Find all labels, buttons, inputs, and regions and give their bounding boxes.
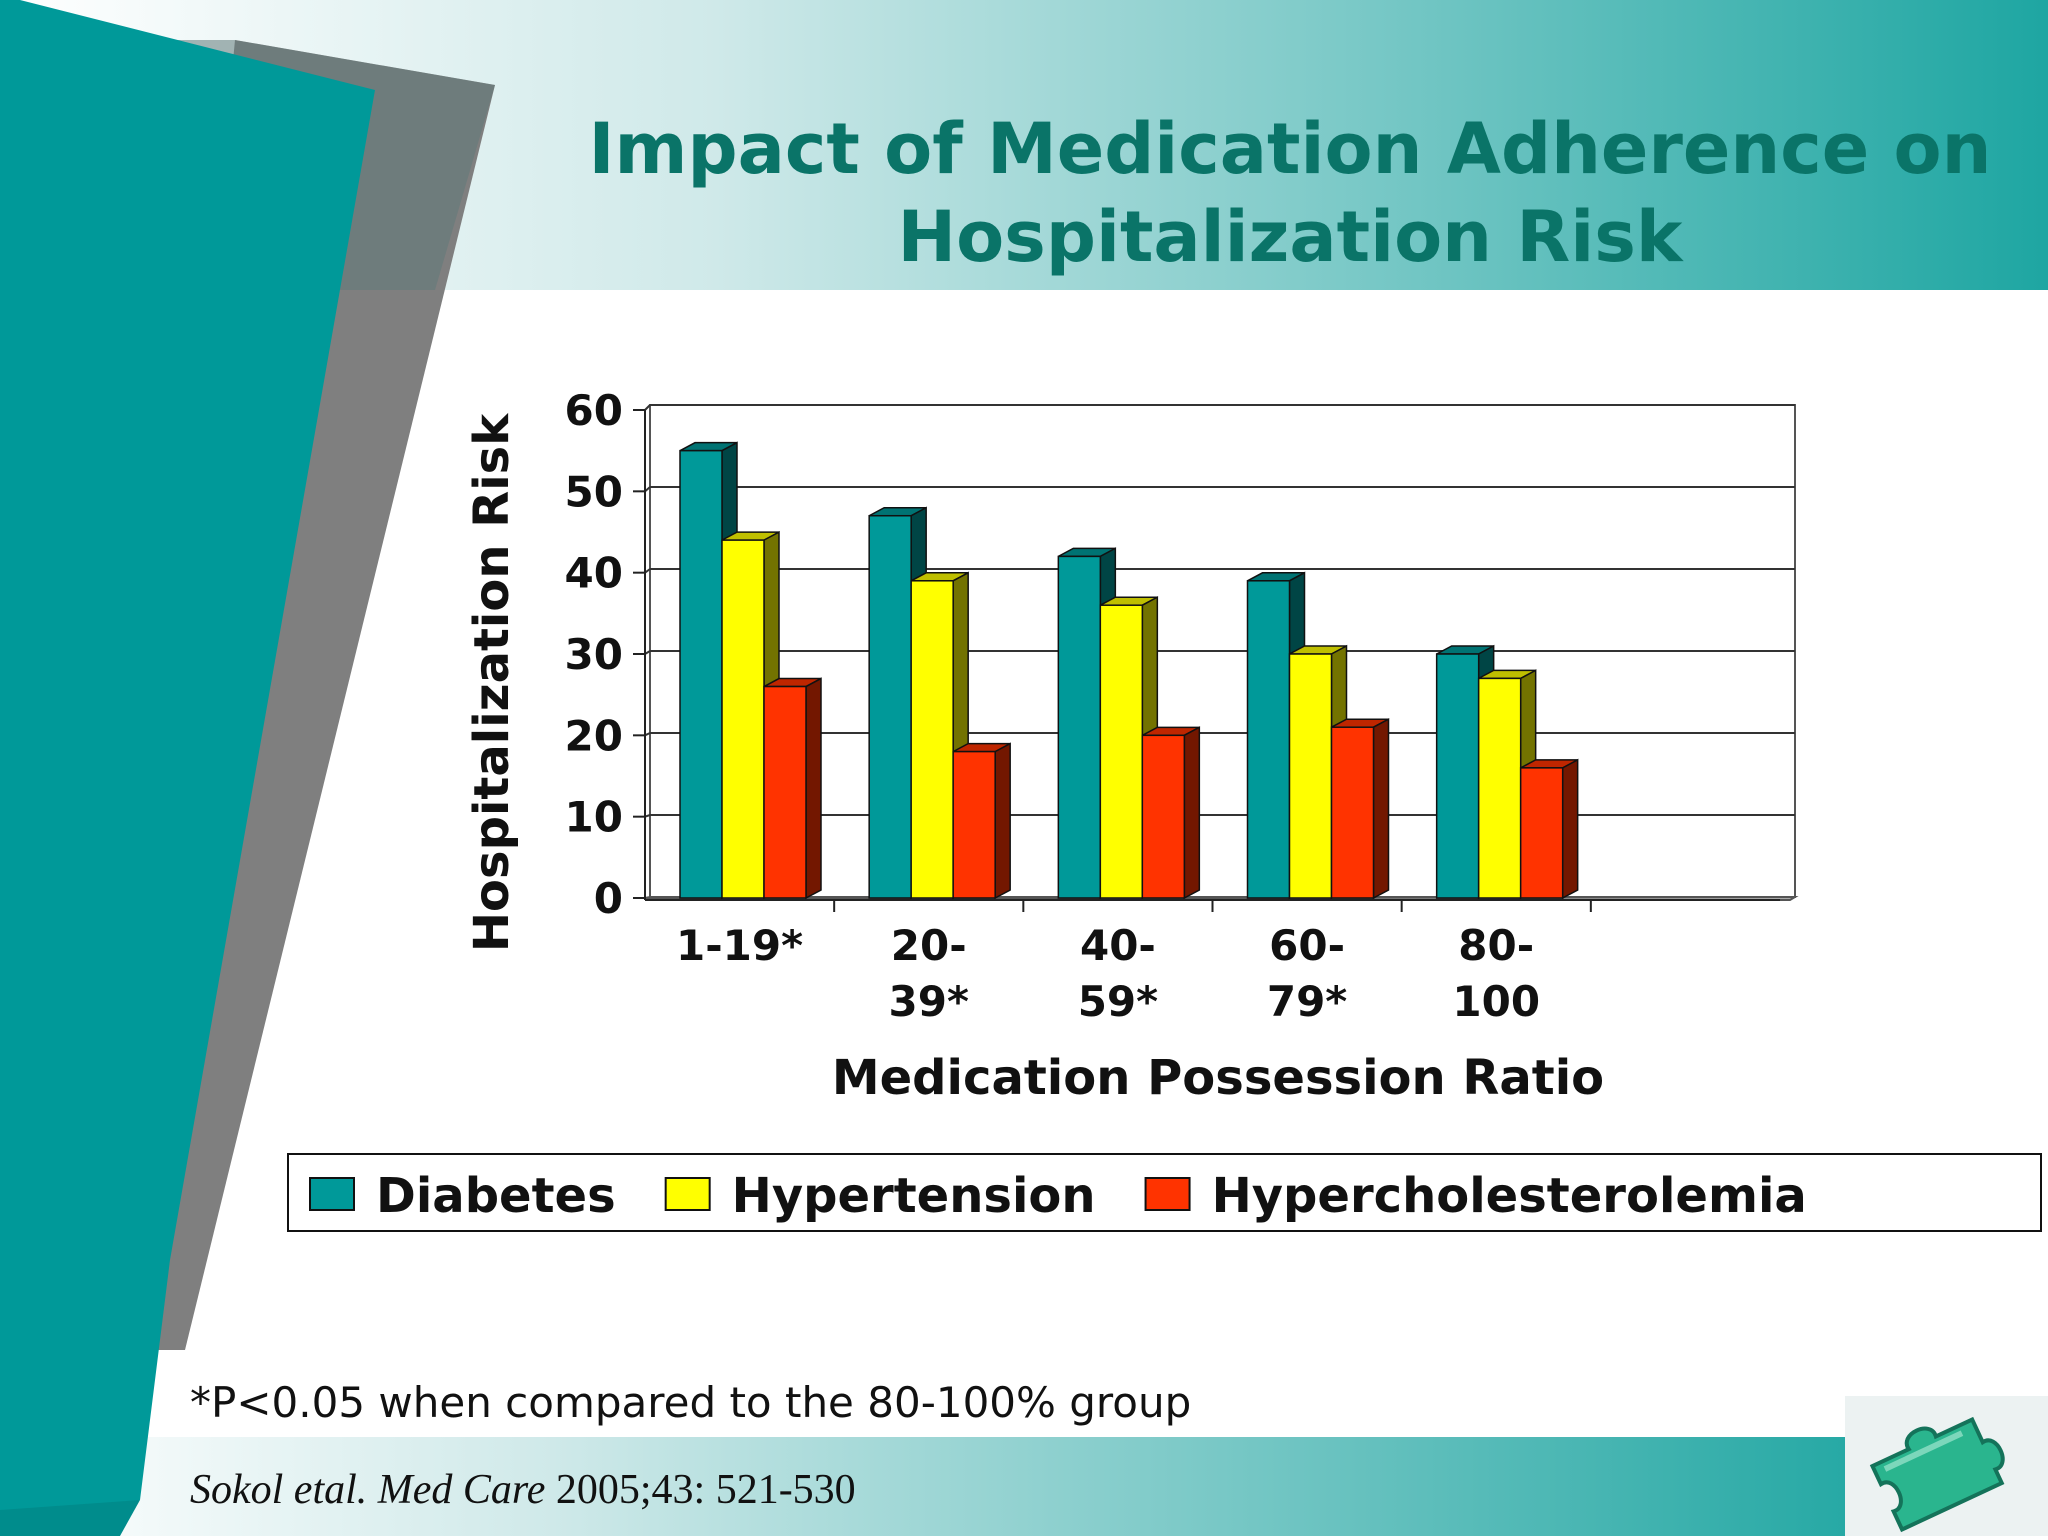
bar-hypercholesterolemia-1 — [763, 677, 822, 900]
x-tick-label: 79* — [1267, 977, 1347, 1026]
x-tick-label: 59* — [1078, 977, 1158, 1026]
bar-hypercholesterolemia-4 — [1330, 717, 1390, 900]
x-tick-label: 100 — [1452, 977, 1540, 1026]
bar-front-face — [952, 750, 996, 899]
bar-side-face — [1183, 726, 1201, 900]
y-tick-label: 60 — [565, 386, 623, 435]
slide-title: Impact of Medication Adherence on Hospit… — [560, 105, 2020, 281]
x-tick-label: 60- — [1269, 921, 1345, 970]
x-tick-label: 20- — [891, 921, 967, 970]
citation: Sokol etal. Med Care 2005;43: 521-530 — [190, 1466, 856, 1514]
legend-swatch — [1144, 1177, 1191, 1211]
y-axis-title: Hospitalization Risk — [464, 413, 520, 952]
bar-front-face — [1246, 580, 1291, 899]
legend-label: Diabetes — [376, 1168, 616, 1224]
title-line-2: Hospitalization Risk — [897, 196, 1683, 278]
legend-swatch — [664, 1177, 711, 1211]
y-tick-label: 50 — [565, 467, 623, 516]
bar-front-face — [679, 449, 723, 899]
bar-side-face — [994, 742, 1011, 900]
y-tick-label: 20 — [565, 711, 623, 760]
citation-details: 2005;43: 521-530 — [545, 1467, 856, 1513]
x-axis-title: Medication Possession Ratio — [832, 1050, 1604, 1106]
bar-front-face — [1057, 555, 1102, 899]
bar-front-face — [1435, 653, 1480, 899]
title-line-1: Impact of Medication Adherence on — [588, 108, 1992, 190]
bar-side-face — [1561, 758, 1579, 900]
bar-hypertension-4 — [1288, 644, 1348, 900]
x-tick-label: 39* — [889, 977, 969, 1026]
bar-front-face — [1288, 653, 1333, 899]
bar-hypercholesterolemia-2 — [952, 742, 1011, 900]
bar-front-face — [1099, 604, 1144, 899]
bar-front-face — [868, 514, 912, 899]
x-tick-label: 40- — [1080, 921, 1156, 970]
bar-front-face — [910, 580, 954, 899]
significance-footnote: *P<0.05 when compared to the 80-100% gro… — [190, 1378, 1192, 1427]
bar-hypercholesterolemia-5 — [1519, 758, 1579, 900]
y-tick-label: 40 — [565, 549, 623, 598]
gridline-side — [644, 404, 651, 411]
y-tick-label: 10 — [565, 793, 623, 842]
bar-side-face — [1372, 717, 1390, 900]
footer-band — [0, 1437, 1845, 1536]
bar-front-face — [1477, 677, 1522, 899]
citation-journal: Sokol etal. Med Care — [190, 1467, 546, 1513]
y-tick-label: 30 — [565, 630, 623, 679]
y-tick-label: 0 — [594, 874, 623, 923]
legend-swatch — [309, 1177, 355, 1211]
bar-front-face — [1330, 726, 1375, 899]
bar-front-face — [1519, 767, 1564, 899]
bar-front-face — [763, 685, 807, 899]
x-tick-label: 80- — [1458, 921, 1534, 970]
chart-legend: Diabetes Hypertension Hypercholesterolemia — [287, 1153, 2042, 1232]
x-tick-label: 1-19* — [676, 921, 803, 970]
bar-front-face — [1141, 734, 1186, 899]
bar-hypercholesterolemia-3 — [1141, 726, 1201, 900]
teal-accent-shape — [0, 0, 375, 1536]
legend-label: Hypercholesterolemia — [1212, 1168, 1807, 1224]
bar-side-face — [805, 677, 822, 900]
legend-label: Hypertension — [732, 1168, 1096, 1224]
bar-front-face — [721, 539, 765, 899]
puzzle-piece-icon — [1869, 1416, 2005, 1533]
